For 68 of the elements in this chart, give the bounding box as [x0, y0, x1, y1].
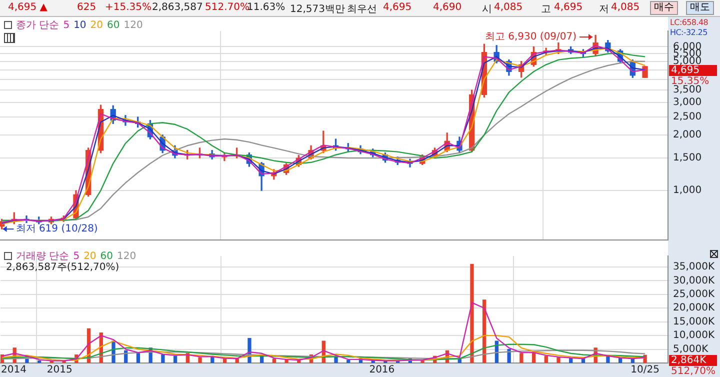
- text: 5: [73, 250, 80, 262]
- text: 120: [124, 20, 143, 30]
- bar: [198, 357, 202, 363]
- bar: [272, 358, 276, 363]
- text: +15.35%: [105, 2, 152, 13]
- text: 4,695: [554, 2, 583, 13]
- text: 10: [74, 20, 86, 30]
- text: 5: [63, 20, 70, 30]
- text: 4,085: [494, 2, 523, 13]
- bar: [346, 360, 350, 363]
- text: 4,695: [383, 2, 412, 13]
- bar: [520, 353, 524, 363]
- y-tick-label: 35,000K: [673, 262, 715, 273]
- text: 매수: [650, 1, 678, 15]
- legend-title: 거래량 단순: [16, 250, 70, 262]
- y-tick-label: 1,500: [673, 152, 702, 164]
- text: 4,695 ▲: [8, 2, 48, 13]
- y-tick-label: 30,000K: [673, 275, 715, 286]
- x-tick-label: 2014: [1, 364, 26, 376]
- y-tick-label: 3,500: [673, 84, 702, 96]
- text: 20: [90, 20, 104, 30]
- text: 고: [541, 3, 551, 16]
- text: 120: [117, 250, 136, 262]
- bar: [136, 353, 140, 363]
- y-tick-label: 25,000K: [673, 289, 715, 300]
- text: 저: [599, 3, 609, 16]
- text: 12,573백만: [290, 3, 345, 16]
- bar: [173, 356, 178, 363]
- text: 60: [107, 20, 120, 30]
- text: 2,863,587: [152, 2, 203, 13]
- text: 20: [84, 250, 96, 262]
- text: 매도: [686, 1, 714, 15]
- text: 최우선: [347, 3, 377, 16]
- text: 2,864K: [669, 355, 717, 366]
- y-tick-label: 3,000: [673, 96, 702, 108]
- x-tick-label: 2015: [46, 364, 72, 376]
- text: 4,695: [669, 65, 717, 76]
- annotation: 최고 6,930 (09/07): [484, 32, 577, 43]
- y-tick-label: 10,000K: [673, 330, 715, 342]
- text: 4,690: [433, 2, 462, 13]
- y-tick-label: 5,000K: [673, 344, 709, 355]
- text: 11.63%: [247, 2, 286, 13]
- bar: [38, 360, 42, 363]
- bar: [507, 348, 511, 363]
- y-tick-label: 15,000K: [673, 316, 715, 328]
- bar: [544, 356, 548, 363]
- y-tick-label: 2,500: [673, 112, 702, 123]
- y-tick-label: 1,000: [673, 185, 702, 196]
- text: 625: [77, 2, 96, 13]
- x-tick-label: 10/25: [630, 364, 660, 376]
- x-tick-label: 2016: [369, 364, 395, 376]
- bar: [470, 264, 474, 363]
- text: HC:-32.25: [669, 28, 708, 37]
- bar: [161, 354, 165, 363]
- text: 4,085: [611, 2, 640, 13]
- annotation: 2,863,587주(512,70%): [5, 261, 120, 274]
- text: 시: [482, 3, 492, 16]
- candlestick: [642, 66, 648, 78]
- text: 512.70%: [205, 2, 250, 13]
- bar: [556, 357, 560, 363]
- y-tick-label: 20,000K: [673, 302, 715, 314]
- bar: [606, 356, 610, 363]
- y-tick-label: 2,000: [673, 130, 702, 141]
- annotation: 최저 619 (10/28): [16, 224, 98, 235]
- text: LC:658.48: [669, 18, 710, 27]
- legend-title: 종가 단순: [16, 19, 60, 32]
- text: 60: [100, 250, 114, 262]
- text: 512,70%: [670, 366, 716, 377]
